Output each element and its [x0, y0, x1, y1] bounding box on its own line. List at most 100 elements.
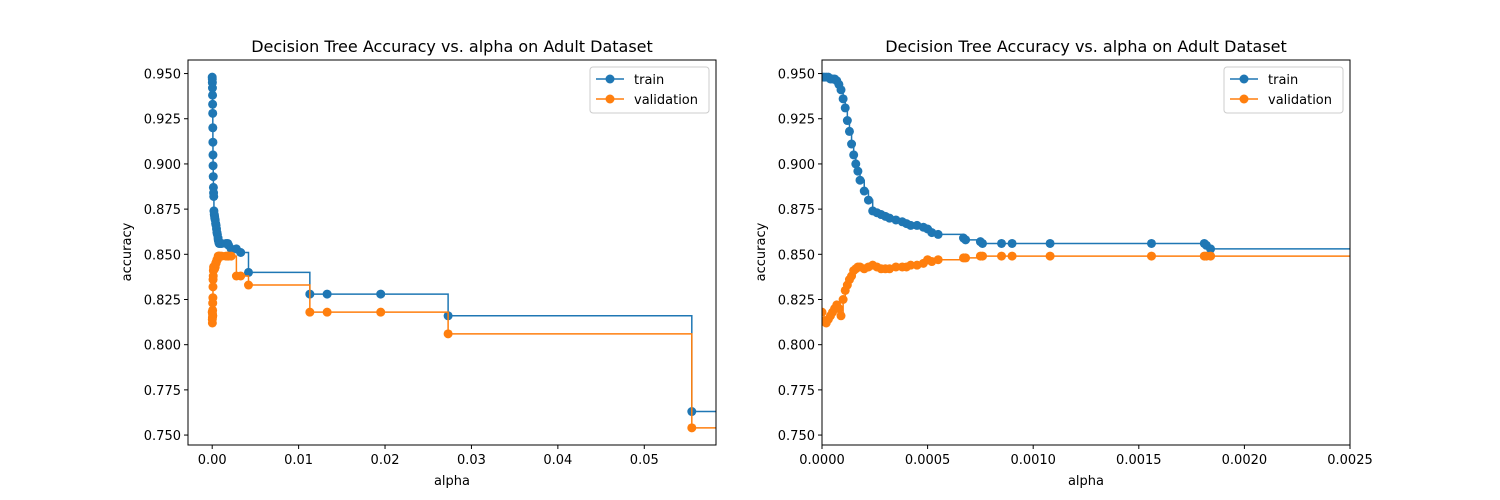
right-validation-point — [1007, 251, 1017, 261]
right-train-point — [840, 103, 850, 113]
right-train-point — [1045, 238, 1055, 248]
left-y-tick-label: 0.900 — [144, 158, 181, 173]
left-validation-point — [305, 307, 315, 317]
left-legend-train-label: train — [634, 73, 664, 88]
right-train-point — [851, 159, 861, 169]
left-train-point — [236, 248, 246, 257]
left-x-tick-label: 0.01 — [284, 453, 313, 468]
left-train-point — [243, 267, 253, 277]
right-x-axis-label: alpha — [1068, 474, 1104, 489]
left-y-axis-label: accuracy — [120, 222, 135, 281]
right-train-point — [842, 116, 852, 126]
left-train-point — [208, 150, 218, 160]
left-y-tick-label: 0.850 — [144, 248, 181, 263]
left-validation-point — [322, 307, 332, 317]
right-y-tick-label: 0.850 — [778, 248, 815, 263]
right-y-tick-label: 0.900 — [778, 158, 815, 173]
left-validation-point — [208, 293, 218, 303]
right-validation-point — [997, 251, 1007, 261]
right-train-point — [997, 238, 1007, 248]
right-train-point — [855, 175, 865, 185]
left-train-point — [208, 99, 218, 109]
right-train-point — [847, 139, 857, 149]
right-validation-point — [1146, 251, 1156, 261]
left-chart-title: Decision Tree Accuracy vs. alpha on Adul… — [251, 37, 653, 56]
right-train-point — [836, 85, 846, 95]
left-y-tick-label: 0.775 — [144, 384, 181, 399]
left-train-point — [376, 289, 386, 299]
right-validation-point — [834, 304, 844, 314]
left-y-tick-label: 0.925 — [144, 113, 181, 128]
left-y-tick-label: 0.750 — [144, 429, 181, 444]
left-validation-point — [443, 329, 453, 339]
left-validation-point — [208, 282, 218, 292]
left-validation-point — [243, 280, 253, 290]
right-validation-point — [978, 251, 988, 261]
right-legend-train-marker — [1239, 74, 1249, 84]
right-axes-ticks: 0.0000 0.0005 0.0010 0.0015 0.0020 0.0025 0.75… — [778, 68, 1373, 468]
left-x-tick-label: 0.05 — [630, 453, 659, 468]
right-x-tick-label: 0.0020 — [1222, 453, 1268, 468]
left-axes-frame — [187, 59, 717, 446]
left-chart: Decision Tree Accuracy vs. alpha on Adul… — [120, 37, 717, 489]
right-validation-point — [838, 294, 848, 304]
left-y-tick-label: 0.875 — [144, 203, 181, 218]
right-axes-frame — [821, 59, 1351, 446]
right-train-point — [933, 229, 943, 239]
left-train-point — [208, 172, 218, 182]
right-legend-validation-marker — [1239, 94, 1249, 104]
right-legend-validation-label: validation — [1268, 93, 1332, 108]
right-y-tick-label: 0.800 — [778, 339, 815, 354]
left-legend-validation-label: validation — [634, 93, 698, 108]
right-train-point — [844, 126, 854, 136]
right-train-point — [1146, 238, 1156, 248]
left-validation-point — [208, 311, 218, 321]
right-x-tick-label: 0.0015 — [1116, 453, 1162, 468]
left-y-tick-label: 0.825 — [144, 293, 181, 308]
right-train-point — [906, 220, 916, 230]
right-train-point — [1007, 238, 1017, 248]
right-train-point — [1206, 244, 1216, 254]
left-legend: train validation — [589, 66, 710, 114]
left-y-tick-label: 0.950 — [144, 68, 181, 83]
right-plot-area — [822, 72, 1350, 328]
right-x-tick-label: 0.0025 — [1327, 453, 1373, 468]
left-train-point — [209, 191, 219, 201]
right-validation-point — [1206, 251, 1216, 261]
right-legend-train-label: train — [1268, 73, 1298, 88]
right-train-point — [849, 150, 859, 160]
right-x-tick-label: 0.0005 — [905, 453, 951, 468]
right-chart: Decision Tree Accuracy vs. alpha on Adul… — [754, 37, 1373, 489]
left-validation-point — [376, 307, 386, 317]
left-train-point — [208, 123, 218, 133]
right-train-point — [838, 94, 848, 104]
left-axes-ticks: 0.00 0.01 0.02 0.03 0.04 0.05 0.750 0.775 0.800 0… — [144, 68, 659, 468]
right-train-point — [859, 186, 869, 196]
right-validation-point — [822, 307, 827, 317]
right-legend: train validation — [1223, 66, 1344, 114]
right-train-point — [978, 238, 988, 248]
right-chart-title: Decision Tree Accuracy vs. alpha on Adul… — [885, 37, 1287, 56]
right-x-tick-label: 0.0010 — [1010, 453, 1056, 468]
left-x-tick-label: 0.00 — [198, 453, 227, 468]
left-x-tick-label: 0.02 — [371, 453, 400, 468]
right-validation-point — [836, 311, 846, 321]
right-validation-point — [1045, 251, 1055, 261]
left-legend-train-marker — [605, 74, 615, 84]
left-train-point — [208, 108, 218, 118]
right-train-point — [853, 166, 863, 176]
left-x-tick-label: 0.03 — [457, 453, 486, 468]
left-train-point — [208, 161, 218, 171]
left-train-point — [207, 83, 217, 93]
left-y-tick-label: 0.800 — [144, 339, 181, 354]
right-y-axis-label: accuracy — [754, 222, 769, 281]
left-validation-point — [236, 271, 246, 281]
right-y-tick-label: 0.750 — [778, 429, 815, 444]
left-train-point — [208, 137, 218, 147]
right-validation-point — [961, 253, 971, 263]
right-x-tick-label: 0.0000 — [799, 453, 845, 468]
left-train-point — [208, 90, 218, 100]
right-y-tick-label: 0.825 — [778, 293, 815, 308]
left-x-axis-label: alpha — [434, 474, 470, 489]
